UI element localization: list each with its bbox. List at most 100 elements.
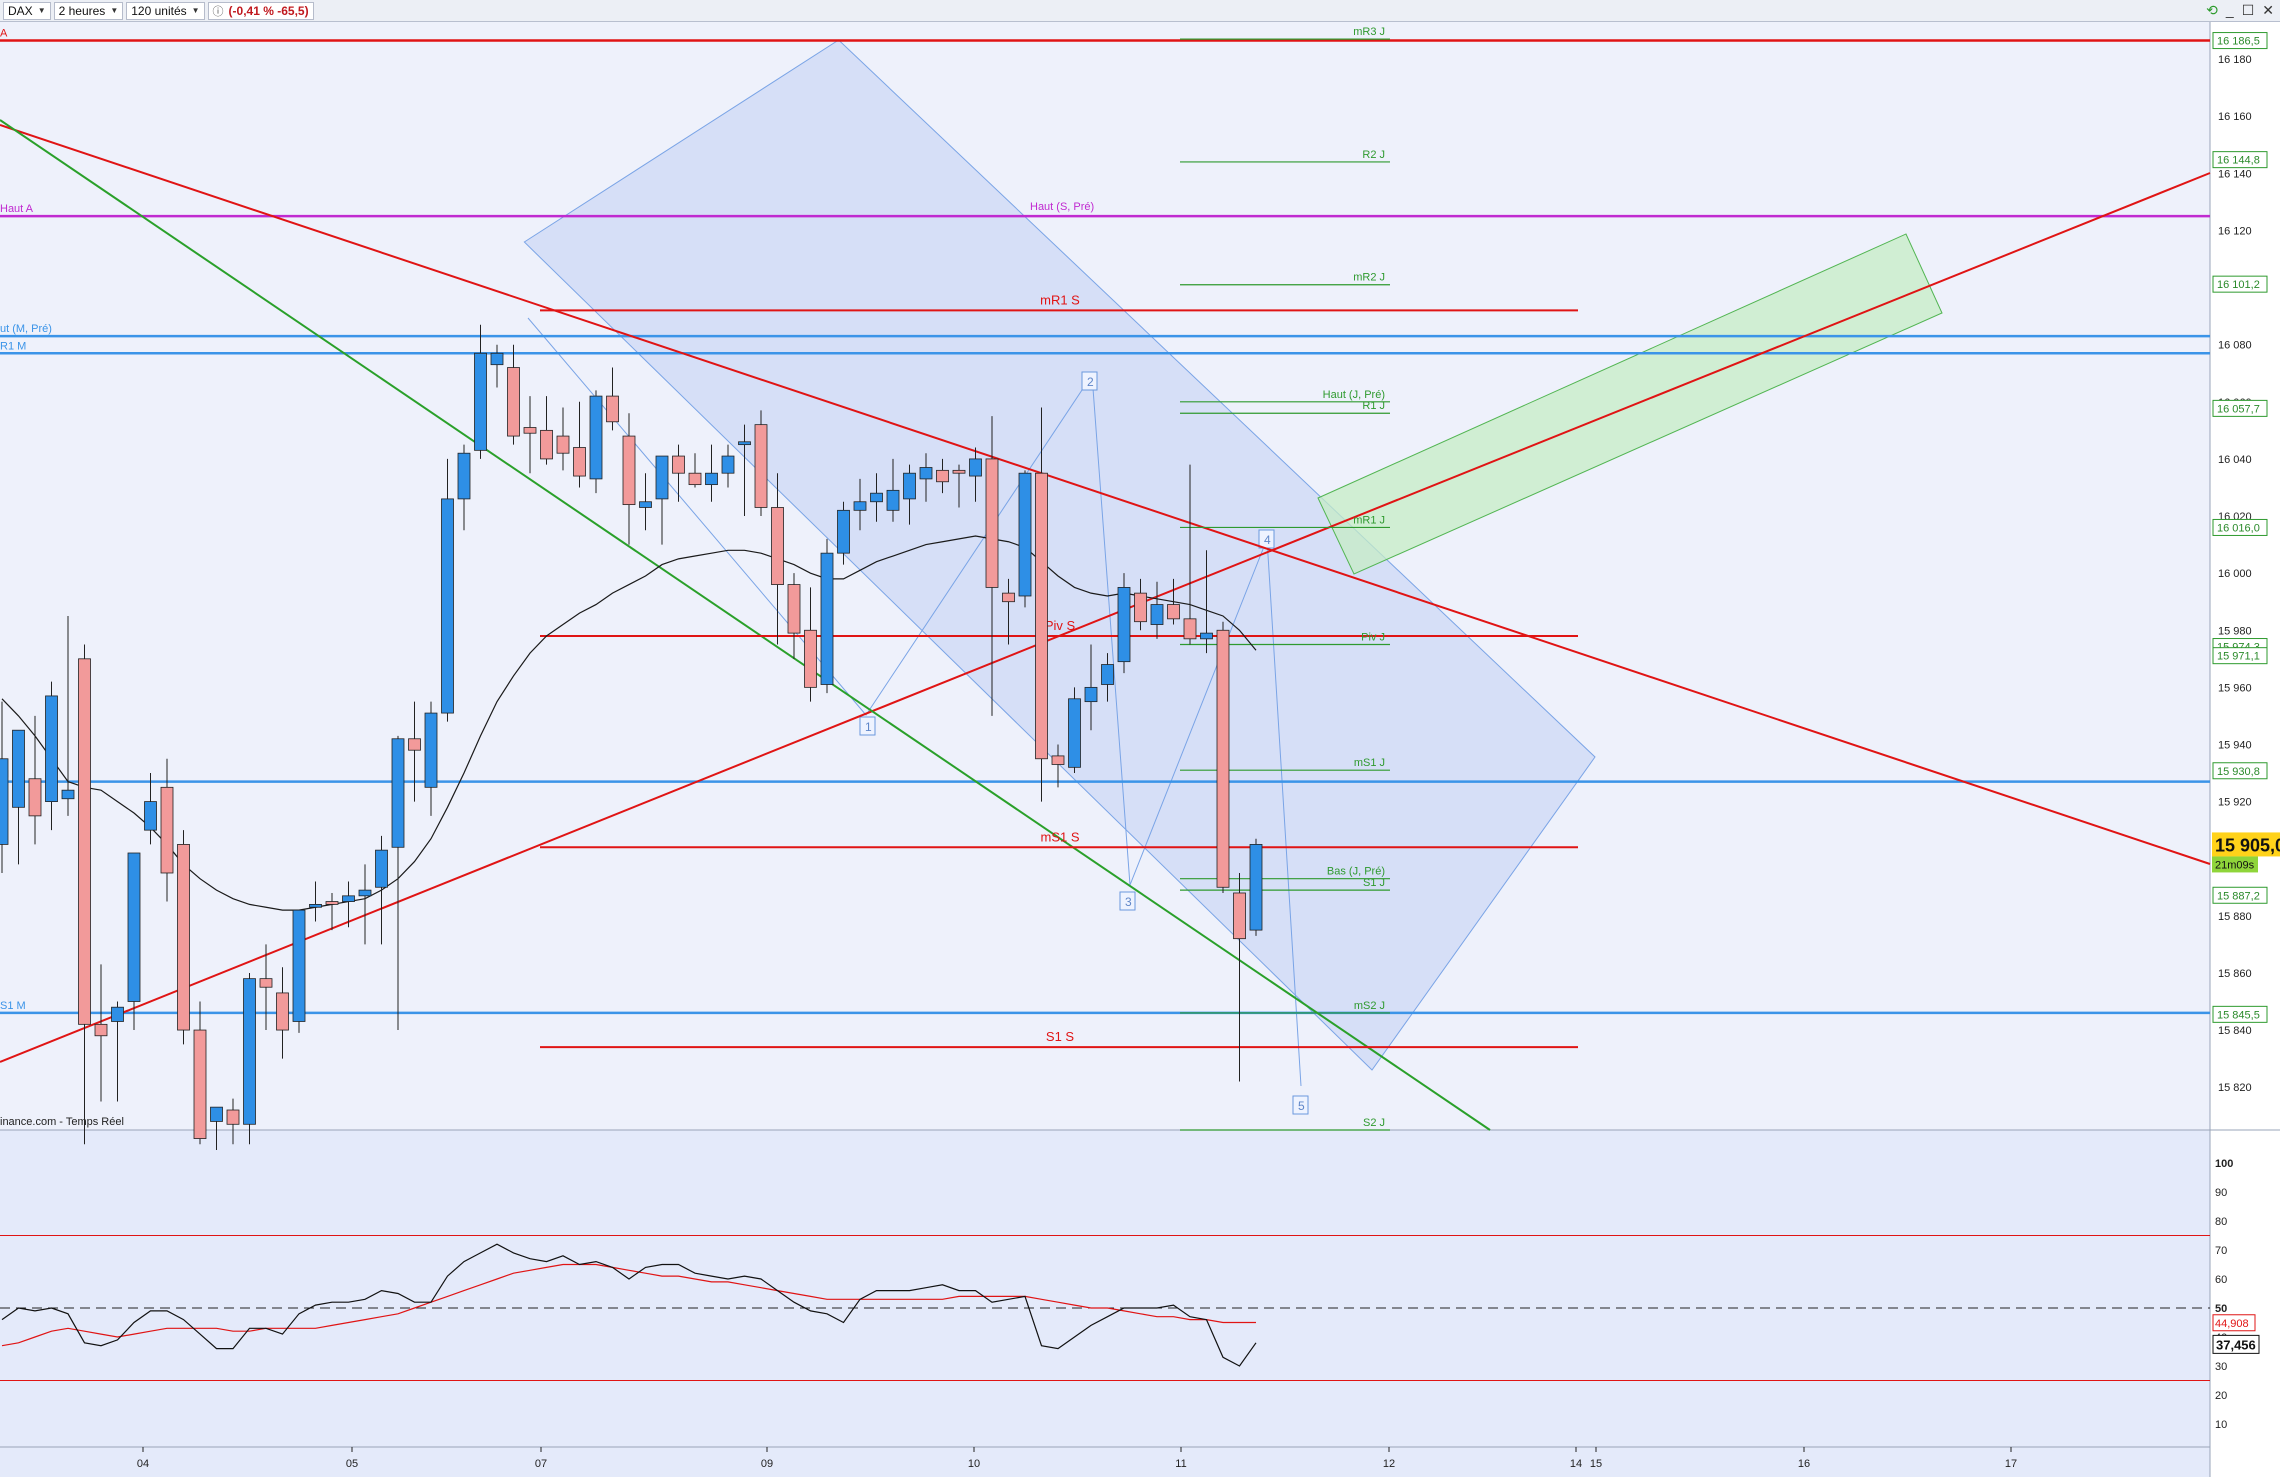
wave-label-1: 1	[859, 716, 876, 736]
restore-icon[interactable]: ⟲	[2206, 2, 2218, 18]
candle	[1117, 573, 1131, 674]
chevron-down-icon: ▼	[191, 6, 200, 15]
price-level-text: 16 144,8	[2217, 155, 2260, 167]
rsi-signal-value: 44,908	[2215, 1318, 2249, 1330]
candle-body	[259, 978, 273, 988]
price-level-text: 15 930,8	[2217, 766, 2260, 778]
candle	[688, 453, 702, 488]
price-level-text: 16 057,7	[2217, 403, 2260, 415]
candle-body	[111, 1006, 124, 1022]
candle-body	[886, 489, 900, 511]
weekly-pivot-label: mR1 S	[1040, 292, 1080, 307]
x-tick-label: 07	[535, 1458, 547, 1470]
candle-body	[1018, 472, 1032, 597]
candle	[490, 344, 504, 388]
candle	[226, 1098, 240, 1145]
candle	[441, 458, 454, 722]
candle-body	[1084, 686, 1098, 703]
candle	[243, 972, 256, 1145]
candle	[1183, 464, 1197, 645]
candle-body	[342, 895, 355, 902]
rsi-tick-label: 60	[2215, 1274, 2227, 1286]
daily-pivot-label: S1 J	[1363, 877, 1385, 889]
price-level-label: 15 845,5	[2212, 1005, 2268, 1023]
price-level-label: 16 186,5	[2212, 32, 2268, 50]
candle-body	[358, 889, 372, 897]
candle	[12, 729, 25, 865]
daily-pivot-label: mS2 J	[1354, 1000, 1385, 1012]
candle-body	[276, 992, 289, 1031]
price-level-box	[2212, 762, 2268, 780]
x-tick-label: 16	[1798, 1458, 1810, 1470]
candle-body	[969, 458, 982, 477]
price-level-label: 15 887,2	[2212, 886, 2268, 904]
wave-label-box	[859, 716, 876, 736]
candle	[1216, 621, 1230, 893]
wave-label-text: 3	[1125, 895, 1132, 909]
wave-label-text: 5	[1298, 1099, 1305, 1113]
rsi-tick-label: 10	[2215, 1419, 2227, 1431]
rsi-tick-label: 90	[2215, 1187, 2227, 1199]
candle-body	[243, 978, 256, 1125]
y-tick-label: 16 180	[2218, 54, 2252, 66]
rsi-signal-box	[2212, 1314, 2256, 1332]
level-side-label: ut (M, Pré)	[0, 323, 52, 335]
candle	[523, 396, 537, 474]
last-price-box	[2212, 832, 2280, 857]
candle	[177, 830, 190, 1045]
y-tick-label: 16 140	[2218, 168, 2252, 180]
minimize-icon[interactable]: _	[2225, 2, 2234, 18]
candle-body	[622, 435, 636, 506]
candle-body	[507, 367, 520, 437]
instrument-selector[interactable]: DAX ▼	[3, 1, 51, 20]
candle-body	[1183, 618, 1197, 640]
candle	[1167, 578, 1180, 625]
window-controls: ⟲ _ ☐ ✕	[2206, 2, 2274, 19]
candle	[276, 967, 289, 1059]
candle-body	[853, 501, 867, 511]
candle-body	[589, 395, 603, 480]
wave-label-4: 4	[1258, 529, 1275, 549]
maximize-icon[interactable]: ☐	[2241, 2, 2255, 18]
candle-body	[193, 1029, 207, 1139]
weekly-pivot-label: S1 S	[1046, 1029, 1075, 1044]
daily-pivot-label: Piv J	[1361, 632, 1385, 644]
weekly-pivot-label: mS1 S	[1040, 829, 1079, 844]
candle-body	[457, 452, 471, 500]
resistance-trendline	[0, 124, 2211, 865]
rsi-value-box	[2212, 1334, 2260, 1354]
interval-label: 2 heures	[58, 3, 106, 18]
units-selector[interactable]: 120 unités ▼	[126, 1, 205, 20]
chart-toolbar: DAX ▼ 2 heures ▼ 120 unités ▼ ⓘ (-0,41 %…	[0, 0, 2280, 22]
candle	[738, 424, 751, 517]
candle	[1101, 653, 1114, 702]
candle	[210, 1106, 223, 1150]
rsi-tick-label: 70	[2215, 1245, 2227, 1257]
candle-body	[1200, 632, 1213, 640]
change-label: (-0,41 % -65,5)	[228, 3, 309, 18]
candle-body	[1233, 892, 1246, 940]
daily-pivot-label: Haut (J, Pré)	[1323, 389, 1385, 401]
rsi-tick-label: 80	[2215, 1216, 2227, 1228]
candle-body	[292, 909, 306, 1022]
candle	[1051, 744, 1065, 788]
price-level-box	[2212, 647, 2268, 665]
x-tick-label: 15	[1590, 1458, 1602, 1470]
interval-selector[interactable]: 2 heures ▼	[53, 1, 124, 20]
x-tick-label: 04	[137, 1458, 149, 1470]
close-icon[interactable]: ✕	[2262, 2, 2274, 18]
candle	[474, 324, 487, 459]
candle-body	[144, 801, 157, 831]
candle-body	[1068, 698, 1081, 768]
candle-body	[127, 852, 141, 1002]
level-side-label: Haut A	[0, 203, 34, 215]
y-tick-label: 15 940	[2218, 739, 2252, 751]
daily-pivot-label: mR1 J	[1353, 514, 1385, 526]
candle-body	[424, 712, 438, 788]
price-level-box	[2212, 399, 2268, 417]
candle-body	[226, 1109, 240, 1125]
y-tick-label: 15 960	[2218, 682, 2252, 694]
candle-body	[325, 901, 339, 905]
candle	[1200, 550, 1213, 654]
